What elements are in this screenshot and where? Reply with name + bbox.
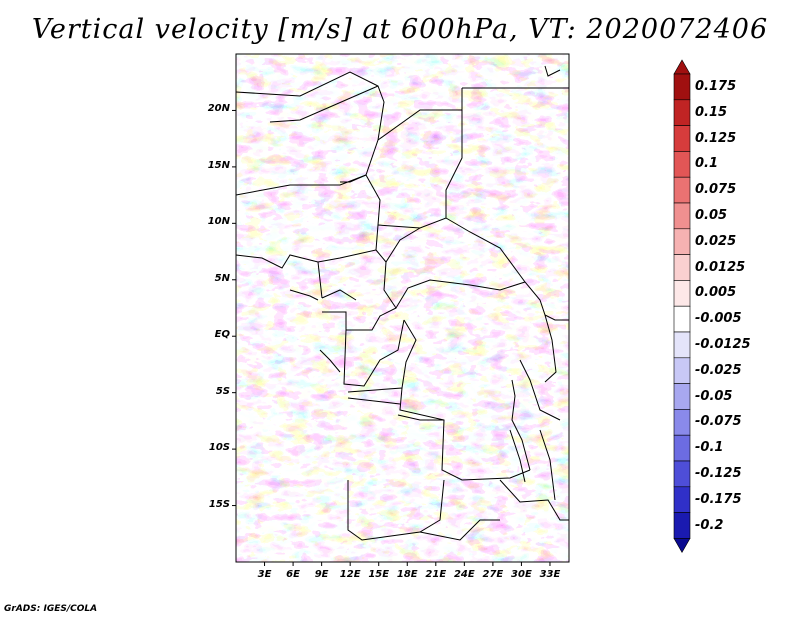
colorbar-swatch (673, 99, 691, 126)
colorbar-label: -0.025 (695, 362, 742, 378)
lat-label: EQ (214, 329, 230, 341)
colorbar-label: 0.075 (695, 182, 737, 198)
colorbar-swatch (673, 202, 691, 230)
colorbar-label: 0.1 (695, 156, 719, 172)
lat-label: 5N (214, 272, 230, 284)
colorbar-label: 0.0125 (695, 259, 746, 275)
colorbar-label: -0.075 (695, 414, 742, 430)
colorbar-label: 0.005 (695, 285, 737, 301)
lon-label: 21E (425, 569, 447, 580)
lon-label: 15E (368, 569, 390, 580)
colorbar-swatch (673, 486, 691, 513)
colorbar-label: -0.125 (695, 466, 742, 481)
colorbar-label: -0.0125 (695, 337, 751, 352)
colorbar-swatch (673, 305, 691, 333)
colorbar-label: 0.125 (695, 130, 737, 146)
lat-ticks (232, 109, 236, 507)
velocity-field (236, 54, 569, 562)
colorbar-swatch (673, 460, 691, 488)
colorbar-label: -0.05 (695, 388, 733, 404)
colorbar-swatch (673, 228, 691, 255)
colorbar-swatch (673, 125, 691, 152)
lat-label: 10N (207, 216, 230, 228)
colorbar-label: -0.2 (695, 517, 724, 533)
lat-label: 5S (215, 385, 230, 397)
colorbar-label: 0.025 (695, 233, 737, 249)
lon-label: 9E (314, 569, 329, 580)
colorbar-swatch (673, 434, 691, 462)
colorbar-swatch (673, 254, 691, 281)
footer-credit: GrADS: IGES/COLA (4, 604, 98, 614)
lat-label: 20N (207, 103, 230, 115)
colorbar-label: -0.1 (695, 440, 724, 456)
lon-ticks (264, 562, 551, 566)
lon-label: 27E (482, 569, 504, 580)
colorbar-label: 0.175 (695, 79, 737, 94)
lon-label: 30E (511, 569, 532, 580)
colorbar-swatch (673, 151, 691, 178)
colorbar (673, 59, 691, 554)
colorbar-label: -0.175 (695, 491, 742, 507)
map-frame (235, 53, 570, 563)
colorbar-label: -0.005 (695, 311, 742, 327)
page-title: Vertical velocity [m/s] at 600hPa, VT: 2… (31, 14, 769, 45)
colorbar-label: 0.05 (695, 208, 728, 223)
colorbar-bottom-arrow (673, 538, 691, 554)
lon-label: 3E (257, 569, 272, 580)
lat-label: 15N (207, 159, 230, 171)
lon-label: 12E (339, 569, 361, 580)
lon-label: 33E (539, 569, 561, 580)
colorbar-swatch (673, 357, 691, 384)
colorbar-swatch (673, 280, 691, 307)
lat-label: 15S (208, 498, 230, 510)
country-borders (236, 65, 569, 541)
lon-label: 24E (453, 569, 475, 580)
lat-label: 10S (208, 442, 230, 454)
lon-label: 18E (396, 569, 418, 580)
colorbar-top-arrow (673, 59, 691, 75)
lon-label: 6E (286, 569, 300, 580)
colorbar-swatch (673, 331, 691, 359)
colorbar-swatch (673, 512, 691, 539)
colorbar-swatch (673, 73, 691, 101)
colorbar-label: 0.15 (695, 104, 728, 120)
colorbar-swatch (673, 409, 691, 436)
colorbar-swatch (673, 176, 691, 204)
colorbar-swatch (673, 383, 691, 410)
